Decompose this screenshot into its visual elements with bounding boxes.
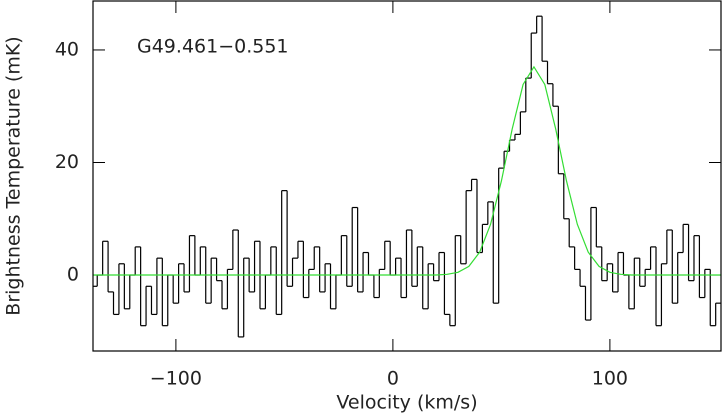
x-tick-label: −100 bbox=[150, 368, 202, 390]
fit-line bbox=[93, 65, 721, 276]
step-connector bbox=[96, 16, 717, 337]
annotation: G49.461−0.551 bbox=[137, 36, 289, 58]
y-tick-label: 0 bbox=[67, 264, 79, 286]
y-axis-label: Brightness Temperature (mK) bbox=[3, 36, 25, 315]
plot-frame bbox=[92, 0, 722, 352]
x-axis-label: Velocity (km/s) bbox=[336, 392, 477, 414]
y-tick-label: 20 bbox=[55, 151, 79, 173]
y-tick-label: 40 bbox=[55, 38, 79, 60]
x-tick-label: 0 bbox=[387, 368, 399, 390]
x-tick-label: 100 bbox=[592, 368, 628, 390]
